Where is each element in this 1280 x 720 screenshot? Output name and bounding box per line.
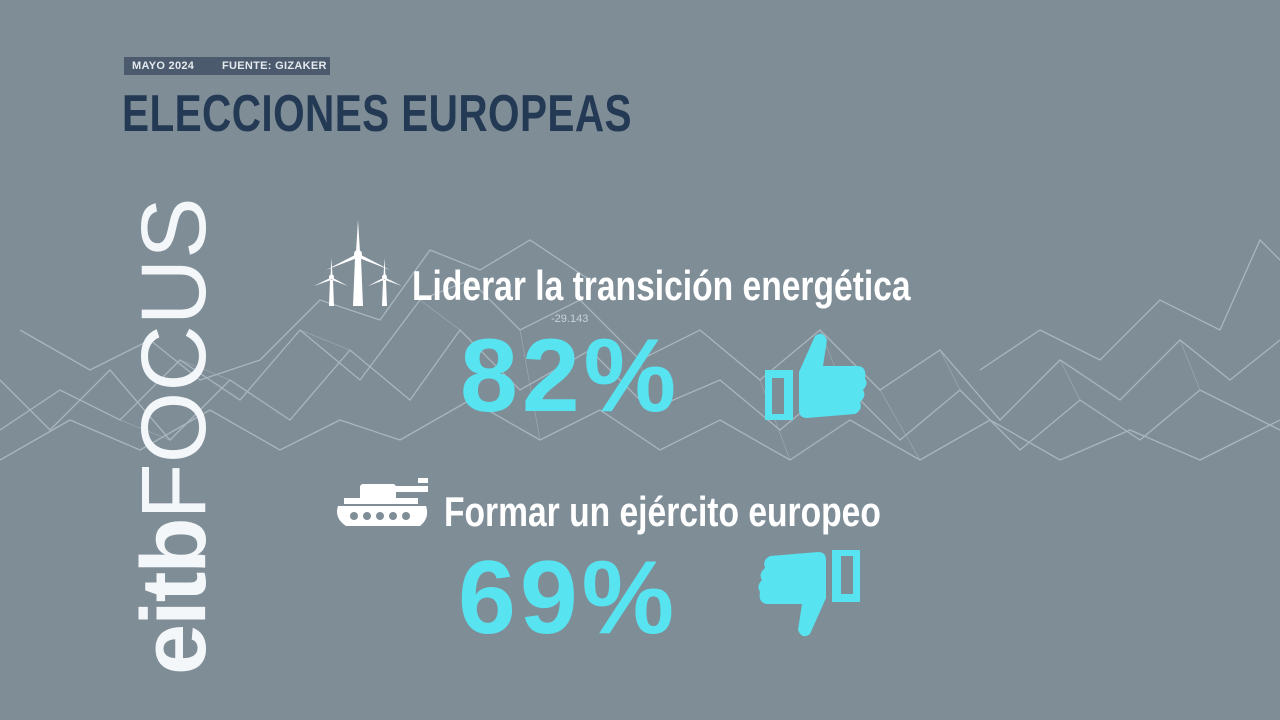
thumbs-down-icon xyxy=(758,550,860,637)
background-value-label: -29.143 xyxy=(551,313,589,325)
percent-energy: 82% xyxy=(460,318,681,434)
tank-icon xyxy=(337,478,428,526)
meta-tag-bar: MAYO 2024 FUENTE: GIZAKER xyxy=(124,57,330,75)
date-label: MAYO 2024 xyxy=(132,60,195,72)
brand-logo-eitb: eitb xyxy=(123,519,225,675)
item-label-army: Formar un ejército europeo xyxy=(444,488,881,535)
brand-logo-focus: FOCUS xyxy=(123,197,225,520)
item-label-energy: Liderar la transición energética xyxy=(412,262,911,309)
page-title: ELECCIONES EUROPEAS xyxy=(122,85,632,143)
wind-turbines-icon xyxy=(314,220,402,306)
percent-army: 69% xyxy=(458,540,679,656)
source-label: FUENTE: GIZAKER xyxy=(222,60,327,72)
thumbs-up-icon xyxy=(765,333,867,420)
brand-logo: eitbFOCUS xyxy=(123,197,225,675)
